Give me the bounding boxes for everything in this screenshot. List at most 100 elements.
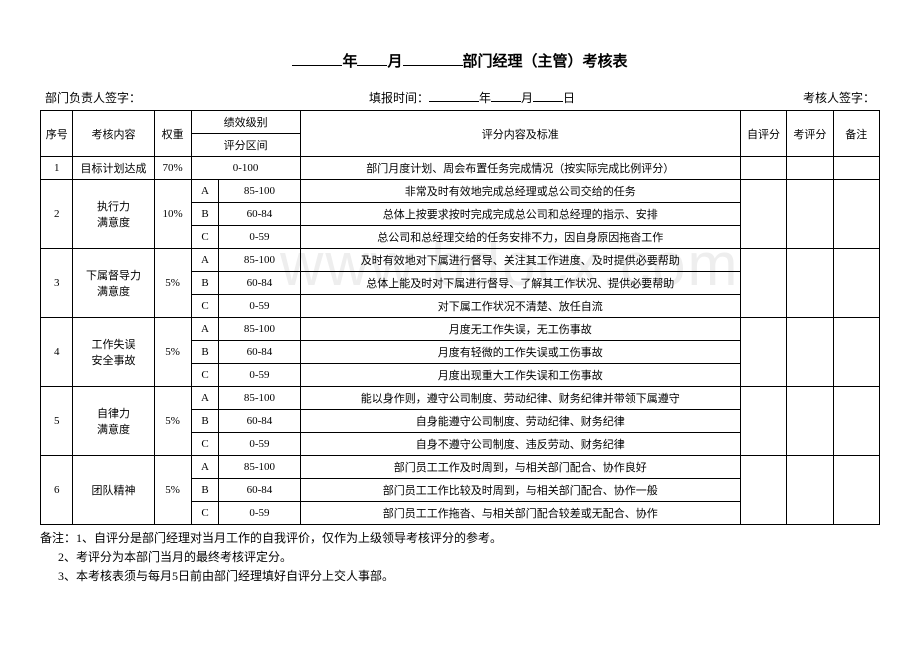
cell-criteria: 及时有效地对下属进行督导、关注其工作进度、及时提供必要帮助 [300,249,740,272]
header-eval: 考评分 [787,111,833,157]
cell-self-score [740,180,786,249]
cell-criteria: 总体上能及时对下属进行督导、了解其工作状况、提供必要帮助 [300,272,740,295]
cell-seq: 5 [41,387,73,456]
cell-grade: A [191,387,219,410]
cell-remark [833,318,879,387]
cell-criteria: 总体上按要求按时完成完成总公司和总经理的指示、安排 [300,203,740,226]
cell-range: 85-100 [219,318,300,341]
cell-grade: C [191,502,219,525]
cell-remark [833,249,879,318]
cell-criteria: 月度有轻微的工作失误或工伤事故 [300,341,740,364]
cell-remark [833,180,879,249]
cell-criteria: 部门员工工作及时周到，与相关部门配合、协作良好 [300,456,740,479]
cell-grade: B [191,272,219,295]
cell-self-score [740,387,786,456]
cell-content: 执行力满意度 [73,180,154,249]
cell-remark [833,456,879,525]
cell-range: 0-59 [219,295,300,318]
cell-seq: 2 [41,180,73,249]
page-title: 年月部门经理（主管）考核表 [40,50,880,71]
header-row: 序号 考核内容 权重 绩效级别 评分内容及标准 自评分 考评分 备注 [41,111,880,134]
cell-eval-score [787,387,833,456]
cell-weight: 5% [154,249,191,318]
cell-range: 60-84 [219,479,300,502]
cell-seq: 1 [41,157,73,180]
cell-criteria: 部门员工工作比较及时周到，与相关部门配合、协作一般 [300,479,740,502]
cell-seq: 4 [41,318,73,387]
cell-content: 目标计划达成 [73,157,154,180]
header-criteria: 评分内容及标准 [300,111,740,157]
cell-range: 60-84 [219,203,300,226]
header-weight: 权重 [154,111,191,157]
cell-remark [833,157,879,180]
cell-eval-score [787,456,833,525]
cell-criteria: 自身能遵守公司制度、劳动纪律、财务纪律 [300,410,740,433]
cell-criteria: 部门员工工作拖沓、与相关部门配合较差或无配合、协作 [300,502,740,525]
header-content: 考核内容 [73,111,154,157]
cell-range: 0-100 [191,157,300,180]
cell-content: 下属督导力满意度 [73,249,154,318]
header-range: 评分区间 [191,134,300,157]
cell-criteria: 月度出现重大工作失误和工伤事故 [300,364,740,387]
cell-range: 60-84 [219,410,300,433]
cell-grade: B [191,410,219,433]
cell-self-score [740,157,786,180]
report-time: 填报时间：年月日 [369,89,575,106]
table-row: 1目标计划达成70%0-100部门月度计划、周会布置任务完成情况（按实际完成比例… [41,157,880,180]
cell-range: 85-100 [219,387,300,410]
cell-self-score [740,456,786,525]
cell-range: 60-84 [219,272,300,295]
cell-grade: A [191,180,219,203]
table-row: 5自律力满意度5%A85-100能以身作则，遵守公司制度、劳动纪律、财务纪律并带… [41,387,880,410]
cell-grade: B [191,341,219,364]
cell-grade: B [191,479,219,502]
cell-content: 自律力满意度 [73,387,154,456]
cell-grade: A [191,456,219,479]
table-row: 2执行力满意度10%A85-100非常及时有效地完成总经理或总公司交给的任务 [41,180,880,203]
cell-criteria: 对下属工作状况不清楚、放任自流 [300,295,740,318]
table-row: 4工作失误安全事故5%A85-100月度无工作失误，无工伤事故 [41,318,880,341]
cell-weight: 5% [154,318,191,387]
cell-criteria: 总公司和总经理交给的任务安排不力，因自身原因拖沓工作 [300,226,740,249]
cell-content: 团队精神 [73,456,154,525]
cell-weight: 5% [154,387,191,456]
cell-eval-score [787,180,833,249]
cell-criteria: 月度无工作失误，无工伤事故 [300,318,740,341]
signer-left: 部门负责人签字： [45,89,141,106]
cell-range: 85-100 [219,180,300,203]
cell-remark [833,387,879,456]
table-row: 6团队精神5%A85-100部门员工工作及时周到，与相关部门配合、协作良好 [41,456,880,479]
cell-seq: 6 [41,456,73,525]
header-self: 自评分 [740,111,786,157]
table-row: 3下属督导力满意度5%A85-100及时有效地对下属进行督导、关注其工作进度、及… [41,249,880,272]
cell-eval-score [787,318,833,387]
cell-criteria: 部门月度计划、周会布置任务完成情况（按实际完成比例评分） [300,157,740,180]
cell-grade: B [191,203,219,226]
cell-self-score [740,249,786,318]
cell-grade: C [191,433,219,456]
assessment-table: 序号 考核内容 权重 绩效级别 评分内容及标准 自评分 考评分 备注 评分区间 … [40,110,880,525]
cell-content: 工作失误安全事故 [73,318,154,387]
header-seq: 序号 [41,111,73,157]
cell-grade: A [191,249,219,272]
cell-eval-score [787,249,833,318]
header-remark: 备注 [833,111,879,157]
notes: 备注：1、自评分是部门经理对当月工作的自我评价，仅作为上级领导考核评分的参考。 … [40,529,880,587]
cell-range: 85-100 [219,456,300,479]
cell-grade: A [191,318,219,341]
signer-right: 考核人签字： [803,89,875,106]
cell-range: 85-100 [219,249,300,272]
cell-grade: C [191,364,219,387]
cell-grade: C [191,226,219,249]
cell-range: 0-59 [219,502,300,525]
cell-seq: 3 [41,249,73,318]
cell-self-score [740,318,786,387]
cell-range: 0-59 [219,226,300,249]
cell-criteria: 能以身作则，遵守公司制度、劳动纪律、财务纪律并带领下属遵守 [300,387,740,410]
cell-range: 0-59 [219,433,300,456]
cell-grade: C [191,295,219,318]
cell-range: 0-59 [219,364,300,387]
cell-criteria: 非常及时有效地完成总经理或总公司交给的任务 [300,180,740,203]
meta-row: 部门负责人签字： 填报时间：年月日 考核人签字： [40,89,880,106]
cell-weight: 10% [154,180,191,249]
